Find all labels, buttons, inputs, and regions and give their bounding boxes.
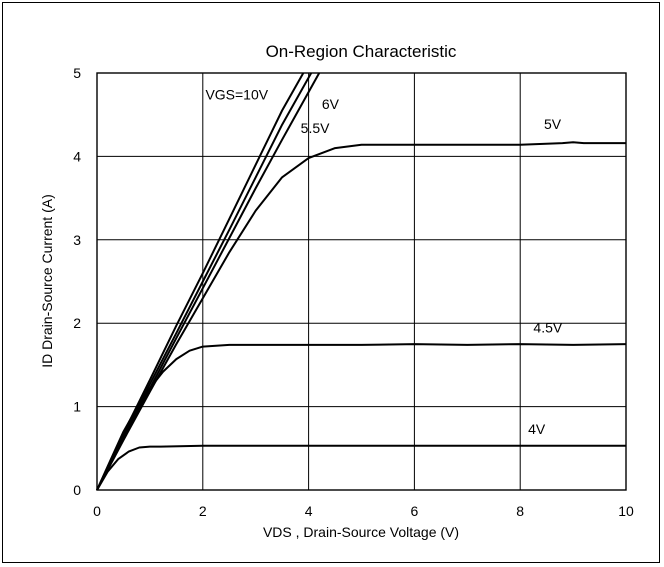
plot-area [96, 72, 627, 491]
series-line-5-5v [96, 72, 321, 491]
series-label: 5V [544, 116, 562, 132]
y-tick-label: 4 [73, 148, 81, 164]
series-line-6v [96, 72, 313, 491]
x-tick-label: 4 [305, 503, 313, 519]
series-label: 4V [528, 421, 546, 437]
series-line-5v [96, 141, 626, 491]
series-label: 6V [322, 96, 340, 112]
x-axis-label: VDS , Drain-Source Voltage (V) [263, 524, 459, 540]
series-line-4-5v [96, 343, 627, 491]
series-label: VGS=10V [205, 87, 268, 103]
series-line-4v [96, 444, 626, 491]
y-tick-label: 0 [73, 482, 81, 498]
tick-labels: 0 2 4 6 8 10 0 1 2 3 4 5 [73, 65, 634, 519]
grid [97, 73, 626, 490]
y-tick-label: 3 [73, 232, 81, 248]
x-tick-label: 8 [516, 503, 524, 519]
y-axis-label: ID Drain-Source Current (A) [39, 194, 55, 368]
series-label: 5.5V [301, 120, 330, 136]
y-tick-label: 1 [73, 399, 81, 415]
series-labels: VGS=10V 6V 5.5V 5V 4.5V 4V [205, 87, 562, 437]
series-label: 4.5V [533, 319, 562, 335]
series-group [96, 72, 627, 491]
y-tick-label: 2 [73, 315, 81, 331]
x-tick-label: 0 [93, 503, 101, 519]
y-tick-label: 5 [73, 65, 81, 81]
x-tick-label: 10 [618, 503, 634, 519]
x-tick-label: 6 [411, 503, 419, 519]
x-tick-label: 2 [199, 503, 207, 519]
chart-title: On-Region Characteristic [266, 42, 457, 61]
